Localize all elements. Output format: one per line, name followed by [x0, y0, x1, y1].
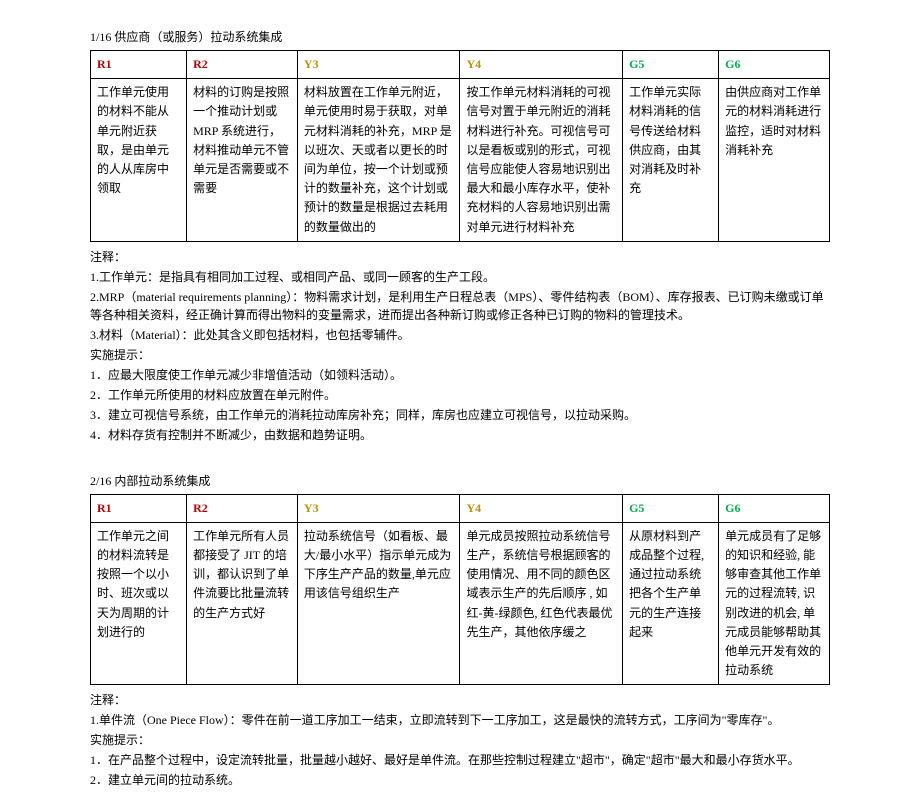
- section-2: 2/16 内部拉动系统集成 R1 R2 Y3 Y4 G5 G6 工作单元之间的材…: [90, 472, 830, 790]
- tip-item: 3．建立可视信号系统，由工作单元的消耗拉动库房补充；同样，库房也应建立可视信号，…: [90, 406, 830, 424]
- header-y4: Y4: [460, 51, 623, 79]
- cell-c3: 拉动系统信号（如看板、最大/最小水平）指示单元成为下序生产产品的数量,单元应用该…: [297, 522, 460, 685]
- header-r1: R1: [91, 494, 187, 522]
- note-item: 1.工作单元：是指具有相同加工过程、或相同产品、或同一顾客的生产工段。: [90, 268, 830, 286]
- table-header-row: R1 R2 Y3 Y4 G5 G6: [91, 51, 830, 79]
- header-r1: R1: [91, 51, 187, 79]
- note-item: 1.单件流（One Piece Flow）：零件在前一道工序加工一结束，立即流转…: [90, 711, 830, 729]
- header-g5: G5: [623, 51, 719, 79]
- cell-c2: 材料的订购是按照一个推动计划或 MRP 系统进行，材料推动单元不管单元是否需要或…: [187, 79, 298, 242]
- cell-c1: 工作单元使用的材料不能从单元附近获取，是由单元的人从库房中领取: [91, 79, 187, 242]
- cell-c3: 材料放置在工作单元附近，单元使用时易于获取，对单元材料消耗的补充，MRP 是以班…: [297, 79, 460, 242]
- cell-c6: 单元成员有了足够的知识和经验, 能够审查其他工作单元的过程流转, 识别改进的机会…: [719, 522, 830, 685]
- tip-item: 2．建立单元间的拉动系统。: [90, 771, 830, 789]
- cell-c5: 工作单元实际材料消耗的信号传送给材料供应商，由其对消耗及时补充: [623, 79, 719, 242]
- header-y4: Y4: [460, 494, 623, 522]
- table-2: R1 R2 Y3 Y4 G5 G6 工作单元之间的材料流转是按照一个以小时、班次…: [90, 494, 830, 686]
- table-row: 工作单元使用的材料不能从单元附近获取，是由单元的人从库房中领取 材料的订购是按照…: [91, 79, 830, 242]
- tip-item: 2．工作单元所使用的材料应放置在单元附件。: [90, 386, 830, 404]
- cell-c4: 按工作单元材料消耗的可视信号对置于单元附近的消耗材料进行补充。可视信号可以是看板…: [460, 79, 623, 242]
- header-y3: Y3: [297, 51, 460, 79]
- header-r2: R2: [187, 51, 298, 79]
- header-g6: G6: [719, 494, 830, 522]
- section1-notes: 注释： 1.工作单元：是指具有相同加工过程、或相同产品、或同一顾客的生产工段。 …: [90, 248, 830, 444]
- cell-c1: 工作单元之间的材料流转是按照一个以小时、班次或以天为周期的计划进行的: [91, 522, 187, 685]
- table-1: R1 R2 Y3 Y4 G5 G6 工作单元使用的材料不能从单元附近获取，是由单…: [90, 50, 830, 242]
- section2-notes: 注释： 1.单件流（One Piece Flow）：零件在前一道工序加工一结束，…: [90, 691, 830, 789]
- tips-label: 实施提示：: [90, 346, 830, 364]
- cell-c2: 工作单元所有人员都接受了 JIT 的培训，都认识到了单件流要比批量流转的生产方式…: [187, 522, 298, 685]
- table-header-row: R1 R2 Y3 Y4 G5 G6: [91, 494, 830, 522]
- header-y3: Y3: [297, 494, 460, 522]
- table-row: 工作单元之间的材料流转是按照一个以小时、班次或以天为周期的计划进行的 工作单元所…: [91, 522, 830, 685]
- section-1: 1/16 供应商（或服务）拉动系统集成 R1 R2 Y3 Y4 G5 G6 工作…: [90, 28, 830, 444]
- tip-item: 4．材料存货有控制并不断减少，由数据和趋势证明。: [90, 426, 830, 444]
- notes-label: 注释：: [90, 248, 830, 266]
- note-item: 2.MRP（material requirements planning）：物料…: [90, 288, 830, 324]
- cell-c4: 单元成员按照拉动系统信号生产，系统信号根据顾客的使用情况、用不同的颜色区域表示生…: [460, 522, 623, 685]
- header-r2: R2: [187, 494, 298, 522]
- tips-label: 实施提示：: [90, 731, 830, 749]
- section2-title: 2/16 内部拉动系统集成: [90, 472, 830, 490]
- notes-label: 注释：: [90, 691, 830, 709]
- cell-c6: 由供应商对工作单元的材料消耗进行监控，适时对材料消耗补充: [719, 79, 830, 242]
- note-item: 3.材料（Material）：此处其含义即包括材料，也包括零辅件。: [90, 326, 830, 344]
- tip-item: 1．应最大限度使工作单元减少非增值活动（如领料活动）。: [90, 366, 830, 384]
- cell-c5: 从原材料到产成品整个过程,通过拉动系统把各个生产单元的生产连接起来: [623, 522, 719, 685]
- header-g5: G5: [623, 494, 719, 522]
- section1-title: 1/16 供应商（或服务）拉动系统集成: [90, 28, 830, 46]
- tip-item: 1．在产品整个过程中，设定流转批量，批量越小越好、最好是单件流。在那些控制过程建…: [90, 751, 830, 769]
- header-g6: G6: [719, 51, 830, 79]
